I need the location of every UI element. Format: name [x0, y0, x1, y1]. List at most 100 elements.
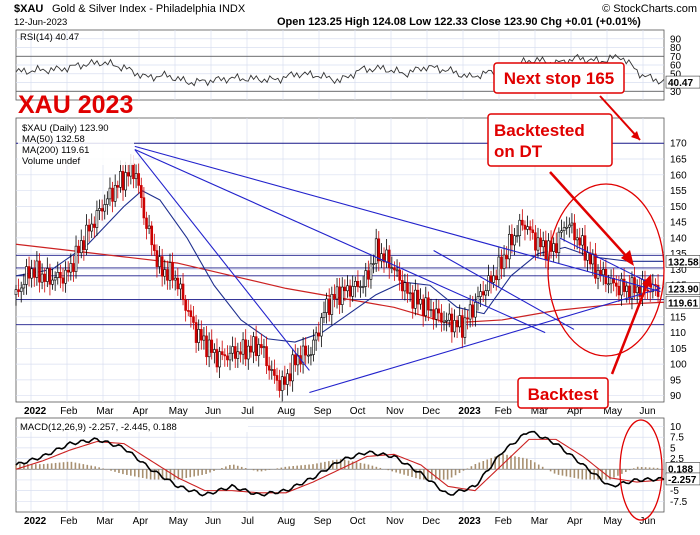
- macd-histogram-bar: [403, 469, 405, 474]
- macd-histogram-bar: [67, 462, 69, 469]
- macd-histogram-bar: [209, 469, 211, 472]
- macd-histogram-bar: [419, 469, 421, 479]
- macd-histogram-bar: [554, 469, 556, 473]
- candle-body: [114, 185, 116, 201]
- candle-body: [161, 257, 163, 277]
- candle-body: [83, 241, 85, 250]
- candle-body: [498, 257, 500, 280]
- macd-histogram-bar: [201, 469, 203, 475]
- candle-body: [574, 223, 576, 240]
- candle-body: [172, 262, 174, 280]
- macd-histogram-bar: [522, 458, 524, 469]
- candle-body: [213, 350, 215, 353]
- macd-x-tick-label: 2022: [24, 516, 47, 527]
- macd-histogram-bar: [300, 465, 302, 469]
- candle-body: [226, 356, 228, 360]
- candle-body: [480, 292, 482, 297]
- candle-body: [52, 280, 54, 284]
- macd-histogram-bar: [269, 469, 271, 470]
- candle-body: [581, 236, 583, 245]
- candle-body: [521, 220, 523, 225]
- candle-body: [626, 286, 628, 292]
- macd-histogram-bar: [312, 464, 314, 469]
- candle-body: [566, 227, 568, 228]
- candle-body: [125, 173, 127, 190]
- symbol: $XAU: [14, 3, 43, 15]
- candle-body: [229, 353, 231, 360]
- macd-histogram-bar: [146, 469, 148, 478]
- candle-body: [333, 294, 335, 299]
- candle-body: [203, 336, 205, 340]
- macd-histogram-bar: [633, 468, 635, 469]
- candle-body: [341, 287, 343, 305]
- macd-histogram-bar: [518, 457, 520, 469]
- candle-body: [273, 369, 275, 375]
- macd-x-tick-label: May: [169, 516, 188, 527]
- candle-body: [151, 226, 153, 245]
- macd-last-value: -2.257: [668, 475, 697, 486]
- macd-histogram-bar: [233, 465, 235, 470]
- macd-histogram-bar: [126, 469, 128, 475]
- macd-x-tick-label: 2023: [458, 516, 481, 527]
- macd-histogram-bar: [189, 469, 191, 477]
- candle-body: [146, 218, 148, 229]
- candle-body: [132, 164, 134, 179]
- macd-histogram-bar: [530, 460, 532, 469]
- macd-histogram-bar: [277, 468, 279, 469]
- macd-y-tick-label: 7.5: [670, 433, 684, 444]
- candle-body: [96, 211, 98, 228]
- legend-ma50: MA(50) 132.58: [22, 134, 85, 145]
- candle-body: [453, 320, 455, 331]
- candle-body: [28, 267, 30, 279]
- macd-histogram-bar: [55, 463, 57, 469]
- macd-histogram-bar: [221, 468, 223, 469]
- macd-histogram-bar: [629, 469, 631, 470]
- candle-body: [336, 287, 338, 299]
- legend-price: $XAU (Daily) 123.90: [22, 123, 109, 134]
- candle-body: [375, 239, 377, 264]
- candle-body: [422, 299, 424, 315]
- candle-body: [313, 340, 315, 355]
- candle-body: [185, 300, 187, 311]
- legend-ma200: MA(200) 119.61: [22, 145, 89, 156]
- candle-body: [159, 257, 161, 267]
- candle-body: [407, 283, 409, 294]
- candle-body: [206, 336, 208, 357]
- macd-histogram-bar: [110, 469, 112, 470]
- macd-y-tick-label: -5: [670, 486, 679, 497]
- candle-body: [433, 310, 435, 320]
- macd-histogram-bar: [98, 467, 100, 469]
- candle-body: [391, 268, 393, 269]
- candle-body: [85, 225, 87, 250]
- candle-body: [57, 272, 59, 277]
- candle-body: [464, 318, 466, 338]
- candle-body: [44, 274, 46, 282]
- ohlc-line: Open 123.25 High 124.08 Low 122.33 Close…: [277, 16, 641, 28]
- macd-histogram-bar: [86, 465, 88, 469]
- candle-body: [647, 290, 649, 291]
- candle-body: [516, 236, 518, 237]
- candle-body: [190, 311, 192, 317]
- candle-body: [360, 286, 362, 287]
- candle-body: [472, 305, 474, 317]
- macd-histogram-bar: [471, 466, 473, 469]
- macd-histogram-bar: [534, 462, 536, 469]
- candle-body: [537, 238, 539, 250]
- macd-histogram-bar: [134, 469, 136, 476]
- candle-body: [555, 244, 557, 253]
- macd-histogram-bar: [368, 465, 370, 470]
- macd-x-tick-label: Dec: [422, 516, 440, 527]
- macd-y-tick-label: 5: [670, 443, 676, 454]
- macd-histogram-bar: [94, 466, 96, 469]
- candle-body: [198, 329, 200, 342]
- candle-body: [508, 234, 510, 259]
- candle-body: [247, 346, 249, 359]
- candle-body: [568, 225, 570, 227]
- candle-body: [46, 268, 48, 281]
- macd-histogram-bar: [542, 467, 544, 469]
- macd-histogram-bar: [455, 469, 457, 475]
- macd-histogram-bar: [550, 469, 552, 471]
- macd-histogram-bar: [657, 468, 659, 469]
- candle-body: [305, 346, 307, 355]
- candle-body: [18, 290, 20, 292]
